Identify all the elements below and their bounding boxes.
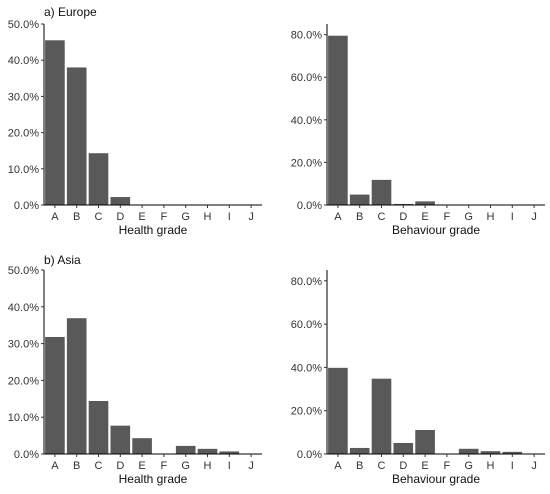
bar-G <box>458 448 479 454</box>
panel-title: a) Europe <box>44 5 97 19</box>
y-tick-label: 80.0% <box>291 276 322 288</box>
x-axis-label: Health grade <box>119 472 188 486</box>
x-tick-label: A <box>334 460 342 472</box>
y-tick-label: 20.0% <box>8 128 39 140</box>
y-tick-label: 60.0% <box>291 319 322 331</box>
x-tick-label: D <box>399 211 407 223</box>
x-tick-label: A <box>51 211 59 223</box>
y-tick-label: 10.0% <box>8 164 39 176</box>
x-tick-label: G <box>464 460 473 472</box>
x-tick-label: F <box>444 211 451 223</box>
bar-C <box>88 153 109 205</box>
bar-H <box>197 448 218 454</box>
x-tick-label: C <box>95 211 103 223</box>
bar-I <box>502 451 523 454</box>
x-tick-label: I <box>228 211 231 223</box>
panel-4: 0.0% 20.0% 40.0% 60.0% 80.0% A B C D E F G H I J Behavi… <box>291 270 545 486</box>
bar-C <box>371 179 392 205</box>
x-tick-label: D <box>116 211 124 223</box>
x-tick-label: C <box>378 211 386 223</box>
x-tick-label: I <box>228 460 231 472</box>
bar-D <box>110 197 131 205</box>
x-tick-label: B <box>73 211 80 223</box>
bar-G <box>175 445 196 454</box>
x-tick-label: J <box>248 460 254 472</box>
bar-D <box>393 442 414 454</box>
bar-E <box>415 429 435 454</box>
bar-D <box>393 203 414 205</box>
x-tick-label: B <box>356 460 363 472</box>
x-tick-label: E <box>421 211 428 223</box>
y-tick-label: 50.0% <box>8 265 39 277</box>
bar-C <box>88 401 109 454</box>
bar-B <box>349 447 370 454</box>
x-axis-label: Behaviour grade <box>392 472 480 486</box>
y-tick-label: 40.0% <box>291 362 322 374</box>
x-tick-label: F <box>444 460 451 472</box>
x-tick-label: C <box>95 460 103 472</box>
x-tick-label: J <box>531 460 537 472</box>
panel-2: 0.0% 20.0% 40.0% 60.0% 80.0% A B C D E F G H I J Behavi… <box>291 24 545 237</box>
y-tick-label: 0.0% <box>297 200 322 212</box>
x-tick-label: J <box>531 211 537 223</box>
bar-H <box>480 451 501 454</box>
x-tick-label: G <box>464 211 473 223</box>
y-tick-label: 0.0% <box>297 449 322 461</box>
panel-3: b) Asia 0.0% 10.0% 20.0% 30.0% 40.0% 50.0% A B C D… <box>8 253 262 486</box>
bar-A <box>45 40 65 205</box>
x-tick-label: H <box>204 460 212 472</box>
x-tick-label: D <box>399 460 407 472</box>
x-tick-label: C <box>378 460 386 472</box>
x-tick-label: F <box>161 211 168 223</box>
x-axis-label: Behaviour grade <box>392 223 480 237</box>
bar-A <box>328 367 348 454</box>
y-tick-label: 40.0% <box>8 302 39 314</box>
y-tick-label: 40.0% <box>8 55 39 67</box>
x-tick-label: B <box>356 211 363 223</box>
bar-B <box>66 318 87 454</box>
y-tick-label: 50.0% <box>8 19 39 31</box>
y-tick-label: 30.0% <box>8 339 39 351</box>
x-tick-label: E <box>138 211 145 223</box>
y-tick-label: 40.0% <box>291 115 322 127</box>
x-axis-label: Health grade <box>119 223 188 237</box>
bar-B <box>66 67 87 205</box>
x-tick-label: F <box>161 460 168 472</box>
x-tick-label: D <box>116 460 124 472</box>
x-tick-label: H <box>204 211 212 223</box>
bar-D <box>110 425 131 454</box>
y-tick-label: 20.0% <box>8 375 39 387</box>
x-tick-label: H <box>487 211 495 223</box>
y-tick-label: 20.0% <box>291 406 322 418</box>
x-tick-label: I <box>511 211 514 223</box>
bar-B <box>349 194 370 205</box>
panel-1: a) Europe 0.0% 10.0% 20.0% 30.0% 40.0% 50.0% A B… <box>8 5 262 237</box>
x-tick-label: G <box>181 211 190 223</box>
x-tick-label: G <box>181 460 190 472</box>
y-tick-label: 20.0% <box>291 157 322 169</box>
bar-C <box>371 378 392 454</box>
y-tick-label: 0.0% <box>14 200 39 212</box>
bar-A <box>328 35 348 206</box>
bar-E <box>415 201 435 205</box>
x-tick-label: A <box>51 460 59 472</box>
x-tick-label: J <box>248 211 254 223</box>
bar-A <box>45 336 65 454</box>
panel-title: b) Asia <box>44 253 81 267</box>
bar-I <box>219 451 240 454</box>
x-tick-label: A <box>334 211 342 223</box>
x-tick-label: B <box>73 460 80 472</box>
x-tick-label: H <box>487 460 495 472</box>
y-tick-label: 10.0% <box>8 412 39 424</box>
x-tick-label: E <box>138 460 145 472</box>
y-tick-label: 0.0% <box>14 449 39 461</box>
y-tick-label: 60.0% <box>291 72 322 84</box>
x-tick-label: I <box>511 460 514 472</box>
bar-E <box>132 438 152 454</box>
y-tick-label: 80.0% <box>291 30 322 42</box>
x-tick-label: E <box>421 460 428 472</box>
y-tick-label: 30.0% <box>8 91 39 103</box>
